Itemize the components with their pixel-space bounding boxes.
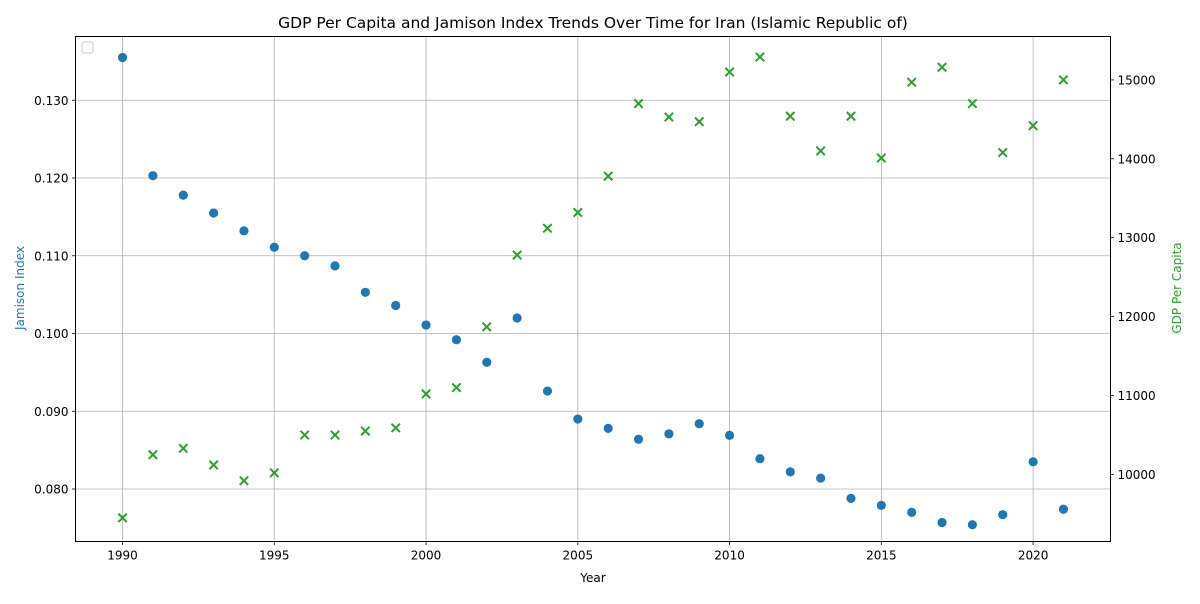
- y-right-tick-label: 13000: [1118, 231, 1156, 245]
- x-axis-label: Year: [579, 571, 605, 585]
- gdp-per-capita-point: [846, 111, 856, 122]
- y-left-tick-label: 0.090: [34, 405, 68, 419]
- jamison-index-point: [421, 320, 431, 330]
- jamison-index-point: [755, 454, 765, 464]
- gdp-per-capita-point: [239, 475, 249, 486]
- gdp-per-capita-point: [755, 52, 765, 62]
- jamison-index-point: [633, 434, 644, 444]
- jamison-index-point: [178, 190, 188, 200]
- gdp-per-capita-point: [481, 321, 492, 332]
- grid-lines: [75, 36, 1111, 542]
- x-tick-label: 1990: [107, 549, 138, 563]
- gdp-per-capita-point: [724, 67, 735, 77]
- gdp-per-capita-point: [390, 422, 401, 433]
- y-left-tick-label: 0.120: [34, 172, 68, 186]
- gdp-per-capita-point: [512, 250, 523, 260]
- plot-frame: [75, 36, 1111, 542]
- jamison-index-point: [482, 357, 492, 367]
- axis-ticks: 1990 1995 2000 2005 2010 2015 2020 0.080 0.090 0.…: [34, 73, 1156, 562]
- gdp-per-capita-point: [937, 62, 947, 73]
- gdp-per-capita-point: [117, 512, 128, 523]
- gdp-per-capita-point: [967, 98, 978, 109]
- gdp-per-capita-point: [997, 147, 1008, 158]
- jamison-index-point: [967, 520, 977, 530]
- chart-title: GDP Per Capita and Jamison Index Trends …: [278, 14, 908, 32]
- jamison-index-point: [209, 208, 219, 218]
- jamison-index-point: [148, 171, 158, 181]
- gdp-per-capita-point: [603, 171, 614, 182]
- gdp-per-capita-point: [542, 223, 553, 234]
- gdp-per-capita-point: [633, 98, 644, 109]
- jamison-index-point: [785, 467, 795, 477]
- gdp-per-capita-point: [572, 207, 583, 218]
- gdp-per-capita-point: [1028, 120, 1039, 131]
- y-left-tick-label: 0.080: [34, 483, 68, 497]
- y-left-tick-label: 0.130: [34, 94, 68, 108]
- x-tick-label: 2005: [563, 549, 594, 563]
- gdp-per-capita-point: [208, 460, 219, 470]
- jamison-index-point: [816, 473, 826, 483]
- x-tick-label: 2000: [411, 549, 442, 563]
- jamison-index-point: [603, 423, 613, 433]
- jamison-index-point: [300, 251, 310, 261]
- jamison-index-point: [239, 226, 249, 236]
- gdp-per-capita-point: [876, 153, 887, 163]
- data-marks: [117, 52, 1069, 530]
- gdp-per-capita-point: [147, 449, 158, 460]
- y-right-tick-label: 10000: [1118, 468, 1156, 482]
- x-tick-label: 2010: [714, 549, 745, 563]
- gdp-per-capita-point: [269, 467, 280, 478]
- y-axis-left-label: Jamison Index: [13, 246, 27, 331]
- gdp-per-capita-point: [360, 426, 371, 436]
- jamison-index-point: [573, 414, 583, 424]
- jamison-index-point: [937, 517, 947, 528]
- gdp-per-capita-point: [330, 430, 340, 440]
- jamison-index-point: [391, 300, 401, 311]
- jamison-index-point: [724, 430, 735, 440]
- y-left-tick-label: 0.110: [34, 249, 68, 263]
- jamison-index-point: [694, 419, 704, 429]
- jamison-index-point: [269, 242, 279, 252]
- jamison-index-point: [846, 493, 856, 503]
- gdp-per-capita-point: [785, 111, 796, 122]
- legend-box: [81, 41, 94, 54]
- jamison-index-point: [876, 500, 886, 510]
- jamison-index-point: [330, 261, 340, 271]
- jamison-index-point: [117, 52, 128, 63]
- jamison-index-point: [1058, 504, 1069, 514]
- gdp-per-capita-point: [451, 382, 462, 393]
- y-left-tick-label: 0.100: [34, 327, 68, 341]
- jamison-index-point: [998, 510, 1008, 520]
- x-tick-label: 2020: [1018, 549, 1049, 563]
- gdp-per-capita-point: [421, 389, 431, 399]
- gdp-per-capita-point: [694, 116, 705, 127]
- gdp-per-capita-point: [663, 112, 674, 122]
- jamison-index-point: [512, 313, 522, 323]
- jamison-index-point: [542, 386, 553, 396]
- y-right-tick-label: 15000: [1118, 73, 1156, 87]
- y-right-tick-label: 12000: [1118, 310, 1156, 324]
- jamison-index-point: [360, 287, 370, 297]
- gdp-per-capita-point: [299, 430, 310, 440]
- x-tick-label: 1995: [259, 549, 290, 563]
- gdp-per-capita-point: [906, 77, 917, 88]
- gdp-per-capita-point: [815, 146, 826, 156]
- x-tick-label: 2015: [866, 549, 897, 563]
- jamison-index-point: [451, 335, 462, 345]
- y-right-tick-label: 11000: [1118, 389, 1156, 403]
- jamison-index-point: [664, 429, 674, 439]
- jamison-index-point: [1028, 457, 1038, 467]
- y-axis-right-label: GDP Per Capita: [1170, 242, 1184, 333]
- jamison-index-point: [907, 507, 917, 517]
- gdp-per-capita-point: [1058, 74, 1069, 85]
- y-right-tick-label: 14000: [1118, 152, 1156, 166]
- gdp-per-capita-point: [178, 443, 189, 454]
